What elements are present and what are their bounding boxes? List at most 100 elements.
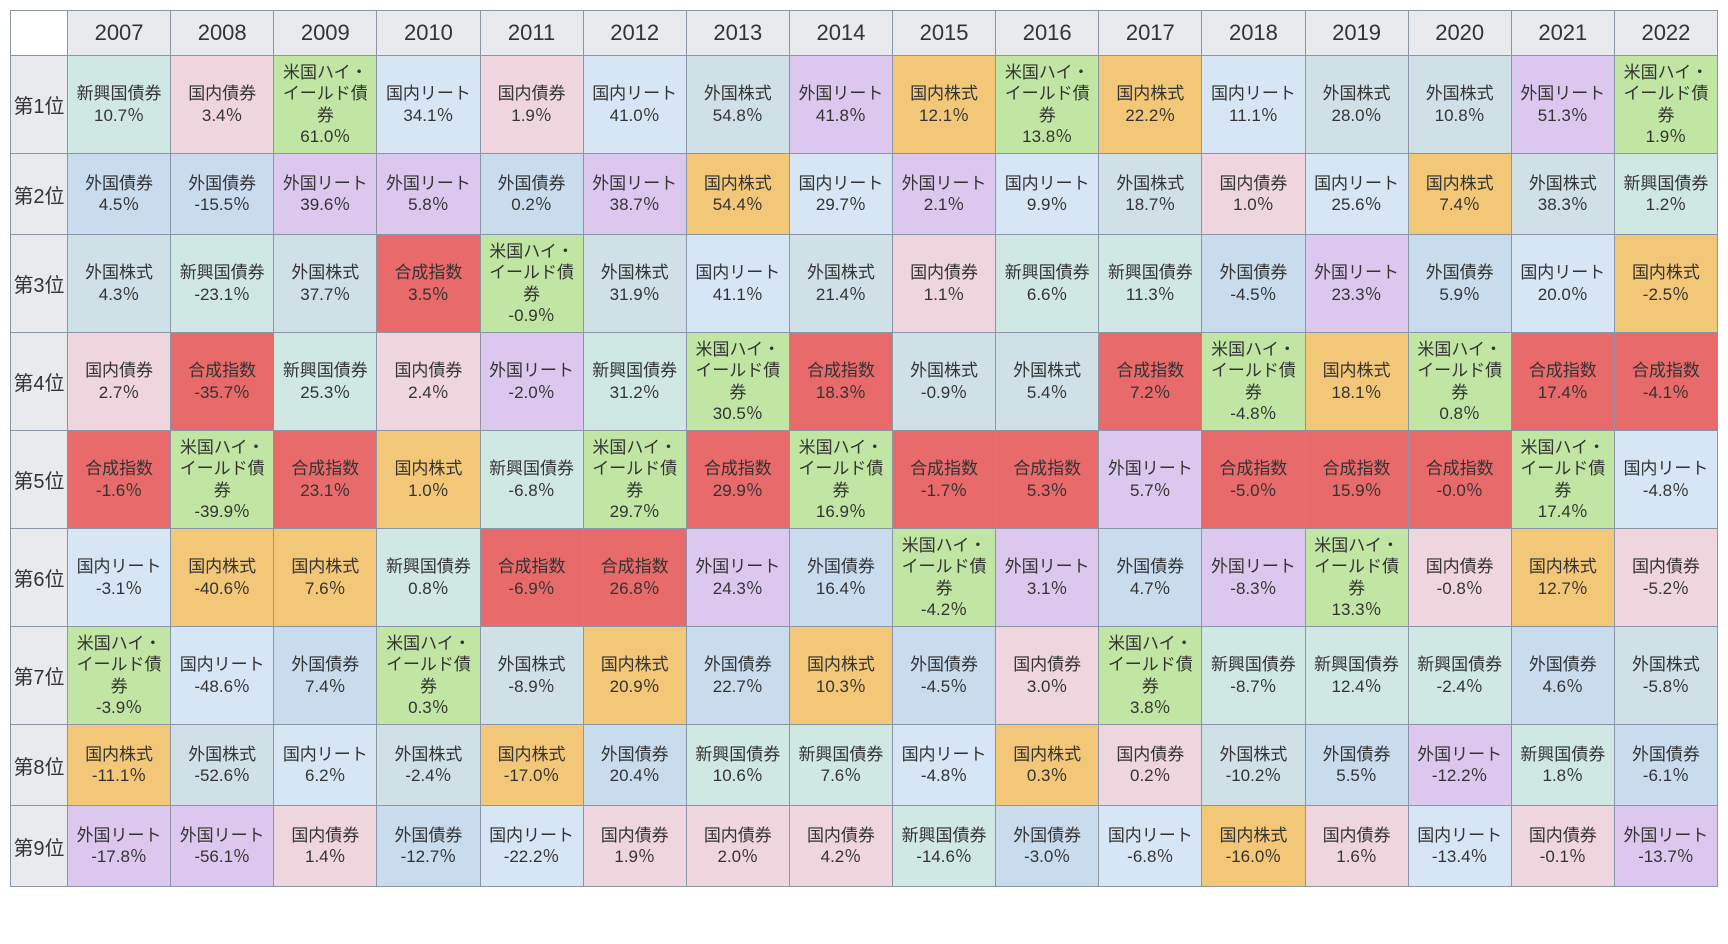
asset-name: 国内リート (1211, 83, 1296, 104)
asset-name: 新興国債券 (1623, 173, 1708, 194)
asset-name: 外国株式 (910, 360, 978, 381)
asset-value: -13.4％ (1432, 846, 1488, 867)
year-header: 2008 (171, 11, 274, 56)
asset-value: 2.7％ (99, 382, 140, 403)
asset-value: 54.4％ (713, 194, 763, 215)
data-cell: 外国リート-56.1％ (171, 806, 274, 887)
asset-name: 外国債券 (188, 173, 256, 194)
asset-name: 外国株式 (498, 654, 566, 675)
asset-name: 国内株式 (291, 556, 359, 577)
asset-name: 外国リート (1108, 458, 1193, 479)
asset-value: -0.9％ (508, 305, 554, 326)
asset-name: 国内債券 (85, 360, 153, 381)
table-row: 第7位米国ハイ・イールド債券-3.9％国内リート-48.6％外国債券7.4％米国… (11, 627, 1718, 725)
data-cell: 外国株式21.4％ (789, 235, 892, 333)
data-cell: 外国株式4.3％ (68, 235, 171, 333)
asset-name: 国内リート (489, 825, 574, 846)
table-row: 第3位外国株式4.3％新興国債券-23.1％外国株式37.7％合成指数3.5％米… (11, 235, 1718, 333)
data-cell: 米国ハイ・イールド債券0.8％ (1408, 333, 1511, 431)
data-cell: 国内債券3.4％ (171, 56, 274, 154)
data-cell: 国内リート41.1％ (686, 235, 789, 333)
asset-value: 10.8％ (1435, 105, 1485, 126)
data-cell: 合成指数5.3％ (996, 431, 1099, 529)
asset-name: 外国債券 (1116, 556, 1184, 577)
asset-value: 18.1％ (1332, 382, 1382, 403)
asset-value: 1.4％ (305, 846, 346, 867)
asset-name: 米国ハイ・イールド債券 (998, 62, 1096, 126)
data-cell: 合成指数-5.0％ (1202, 431, 1305, 529)
asset-name: 国内株式 (1426, 173, 1494, 194)
data-cell: 国内債券4.2％ (789, 806, 892, 887)
asset-name: 外国株式 (1116, 173, 1184, 194)
asset-name: 外国リート (283, 173, 368, 194)
asset-name: 外国債券 (85, 173, 153, 194)
table-row: 第2位外国債券4.5％外国債券-15.5％外国リート39.6％外国リート5.8％… (11, 154, 1718, 235)
asset-value: -1.6％ (96, 480, 142, 501)
data-cell: 米国ハイ・イールド債券30.5％ (686, 333, 789, 431)
year-header: 2015 (893, 11, 996, 56)
year-header: 2014 (789, 11, 892, 56)
asset-name: 米国ハイ・イールド債券 (689, 339, 787, 403)
data-cell: 合成指数7.2％ (1099, 333, 1202, 431)
data-cell: 米国ハイ・イールド債券-4.8％ (1202, 333, 1305, 431)
data-cell: 国内リート-6.8％ (1099, 806, 1202, 887)
asset-name: 国内債券 (704, 825, 772, 846)
asset-value: 34.1％ (403, 105, 453, 126)
asset-value: -0.0％ (1437, 480, 1483, 501)
asset-name: 米国ハイ・イールド債券 (1411, 339, 1509, 403)
asset-value: 18.7％ (1125, 194, 1175, 215)
asset-value: -39.9％ (194, 501, 250, 522)
asset-name: 国内債券 (394, 360, 462, 381)
asset-value: 10.3％ (816, 676, 866, 697)
asset-name: 外国株式 (394, 744, 462, 765)
asset-value: -4.2％ (921, 599, 967, 620)
asset-value: 16.4％ (816, 578, 866, 599)
data-cell: 合成指数18.3％ (789, 333, 892, 431)
asset-name: 国内債券 (601, 825, 669, 846)
data-cell: 新興国債券10.6％ (686, 725, 789, 806)
asset-name: 外国債券 (394, 825, 462, 846)
data-cell: 外国株式28.0％ (1305, 56, 1408, 154)
data-cell: 外国リート5.8％ (377, 154, 480, 235)
asset-name: 米国ハイ・イールド債券 (276, 62, 374, 126)
asset-value: -2.0％ (508, 382, 554, 403)
asset-name: 国内株式 (1632, 262, 1700, 283)
asset-value: 7.4％ (1439, 194, 1480, 215)
table-row: 第4位国内債券2.7％合成指数-35.7％新興国債券25.3％国内債券2.4％外… (11, 333, 1718, 431)
data-cell: 外国債券-4.5％ (893, 627, 996, 725)
asset-name: 合成指数 (85, 458, 153, 479)
data-cell: 外国債券-15.5％ (171, 154, 274, 235)
asset-value: 20.0％ (1538, 284, 1588, 305)
asset-value: 23.3％ (1332, 284, 1382, 305)
asset-name: 合成指数 (394, 262, 462, 283)
data-cell: 国内リート6.2％ (274, 725, 377, 806)
data-cell: 外国株式-2.4％ (377, 725, 480, 806)
rank-header: 第8位 (11, 725, 68, 806)
asset-value: 12.1％ (919, 105, 969, 126)
year-header: 2022 (1614, 11, 1717, 56)
data-cell: 国内リート41.0％ (583, 56, 686, 154)
data-cell: 新興国債券1.8％ (1511, 725, 1614, 806)
data-cell: 米国ハイ・イールド債券0.3％ (377, 627, 480, 725)
asset-name: 新興国債券 (283, 360, 368, 381)
asset-value: 1.0％ (408, 480, 449, 501)
asset-value: 4.2％ (821, 846, 862, 867)
data-cell: 合成指数-1.7％ (893, 431, 996, 529)
header-row: 2007200820092010201120122013201420152016… (11, 11, 1718, 56)
asset-value: 4.7％ (1130, 578, 1171, 599)
asset-name: 外国株式 (1013, 360, 1081, 381)
data-cell: 新興国債券11.3％ (1099, 235, 1202, 333)
asset-value: 5.4％ (1027, 382, 1068, 403)
asset-value: 1.6％ (1336, 846, 1377, 867)
asset-value: 31.2％ (610, 382, 660, 403)
asset-name: 国内リート (1005, 173, 1090, 194)
asset-value: -3.1％ (96, 578, 142, 599)
asset-name: 国内株式 (1116, 83, 1184, 104)
data-cell: 合成指数-6.9％ (480, 529, 583, 627)
asset-name: 国内債券 (910, 262, 978, 283)
rank-header: 第3位 (11, 235, 68, 333)
asset-name: 米国ハイ・イールド債券 (586, 437, 684, 501)
year-header: 2017 (1099, 11, 1202, 56)
asset-name: 外国リート (1005, 556, 1090, 577)
asset-name: 国内債券 (1116, 744, 1184, 765)
